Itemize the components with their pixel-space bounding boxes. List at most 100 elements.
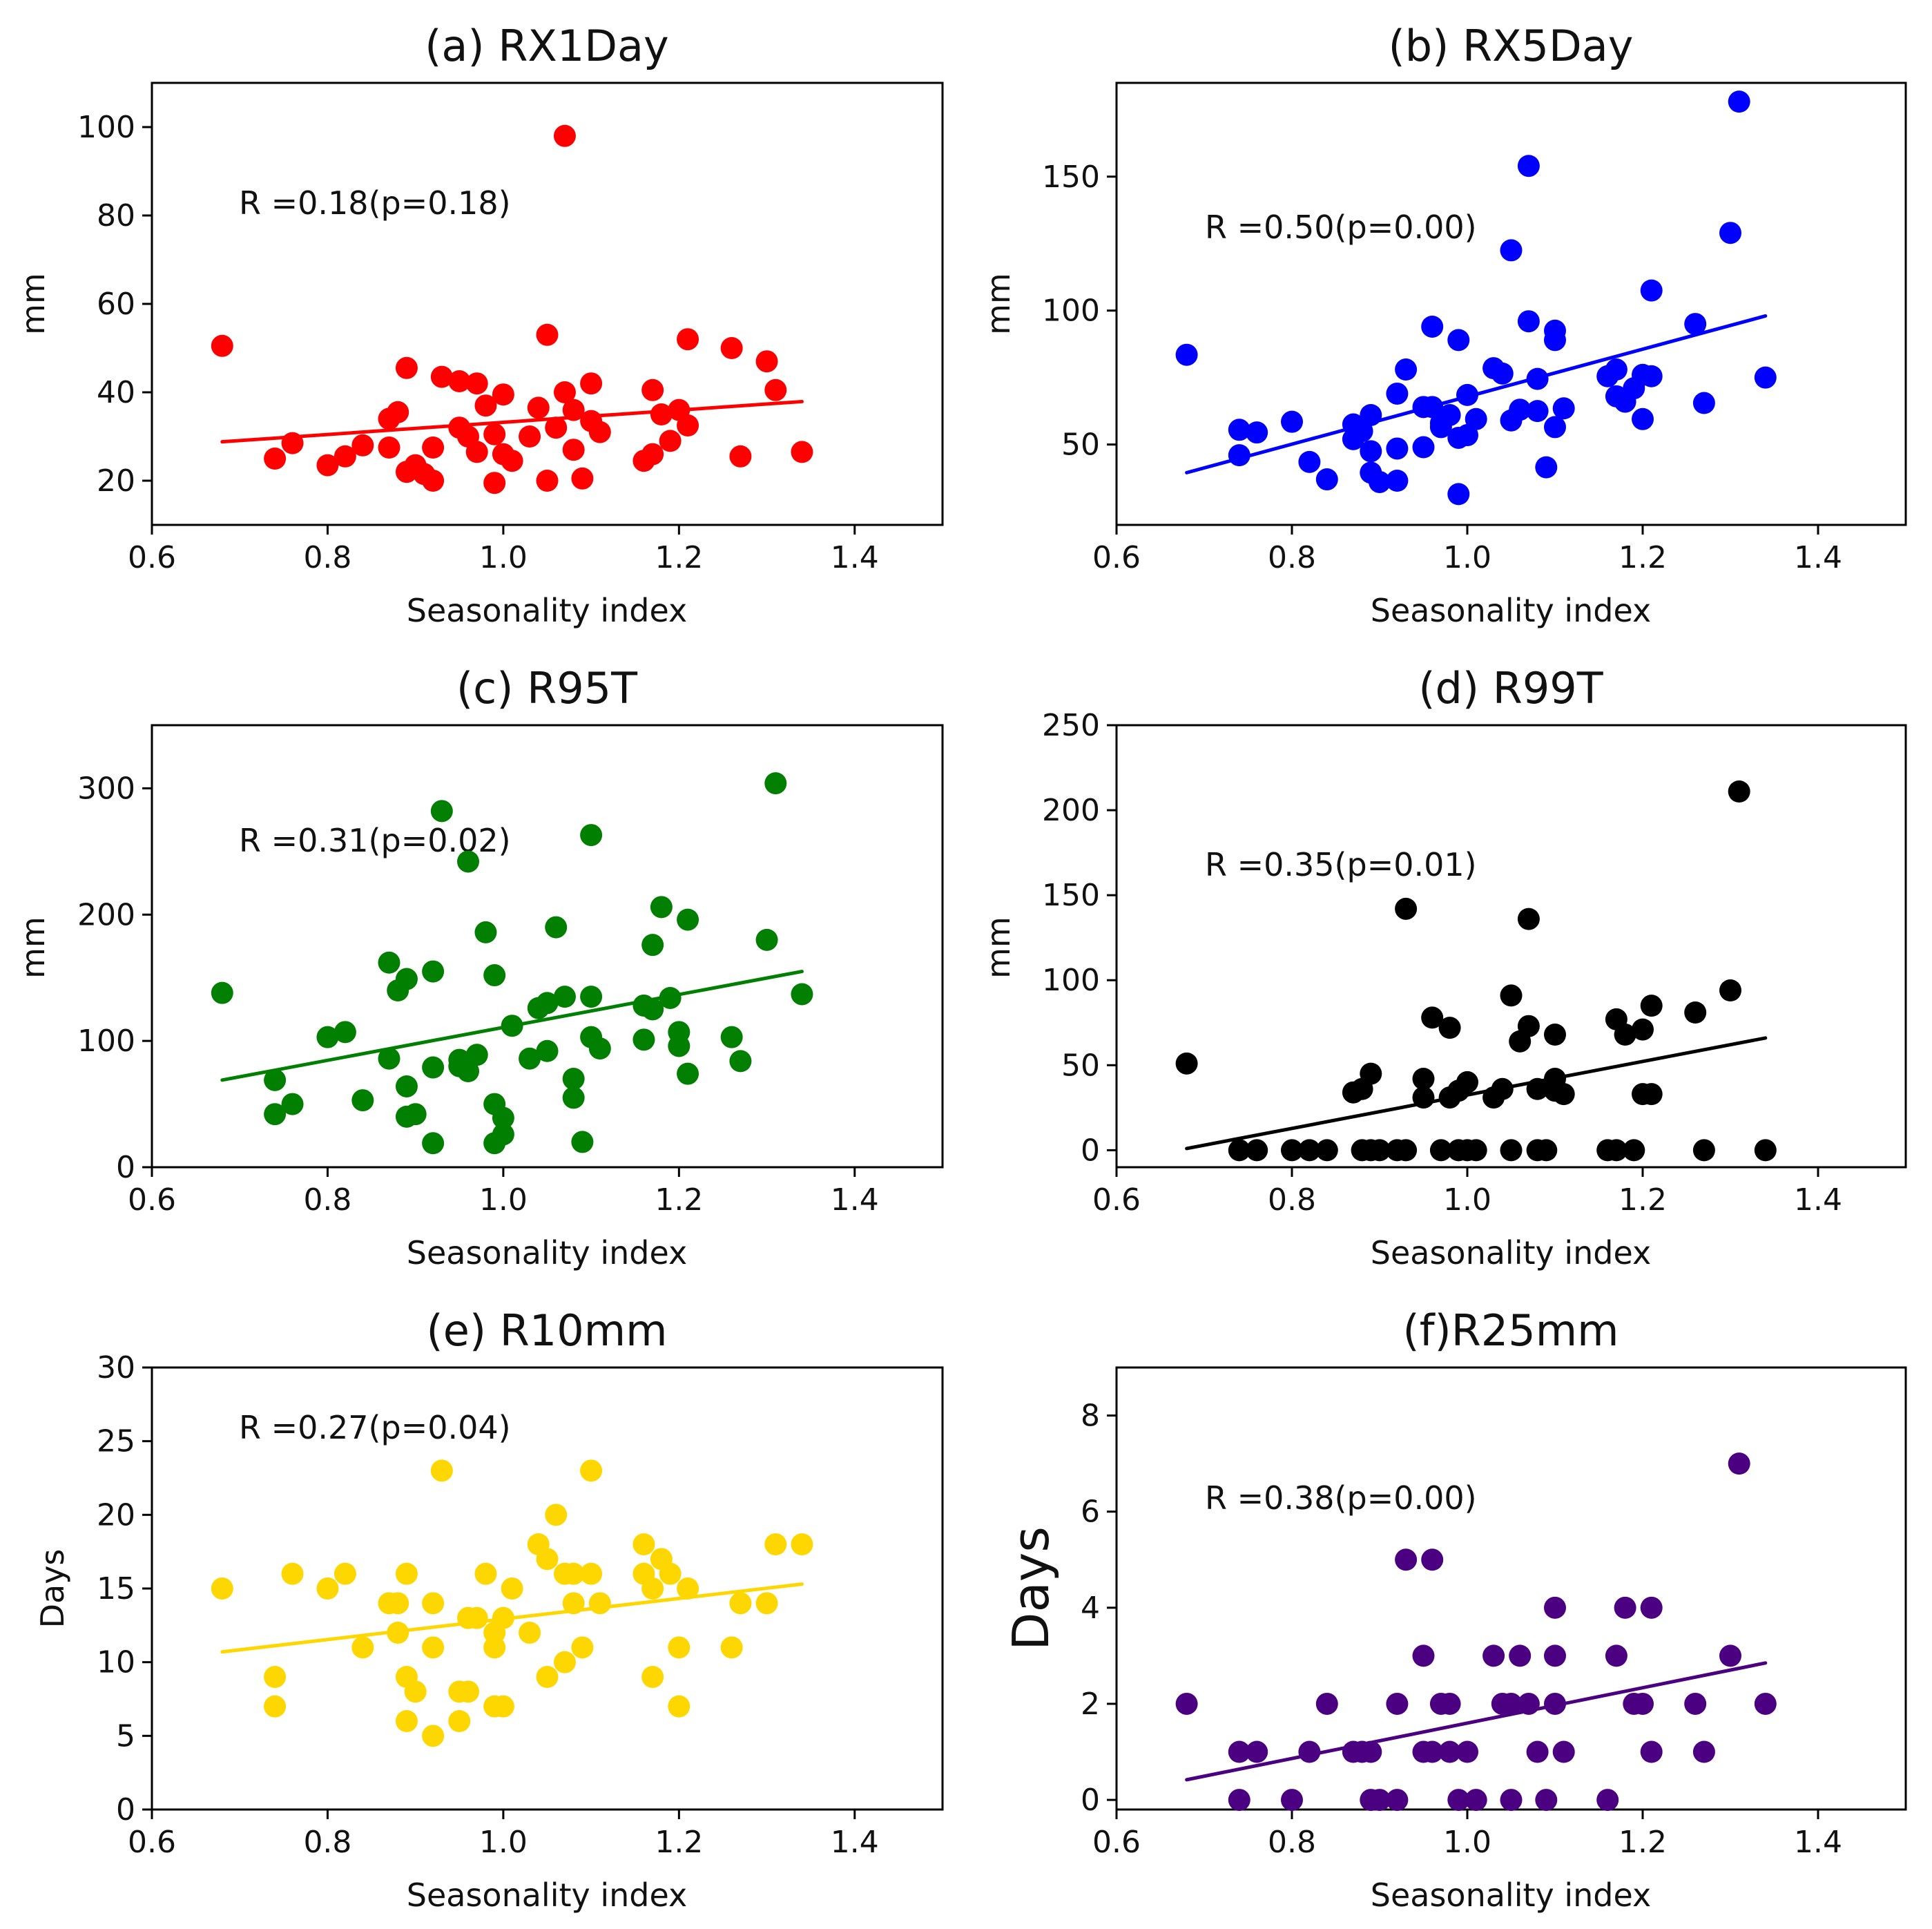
data-point — [791, 441, 813, 463]
data-point — [1517, 908, 1540, 930]
data-point — [334, 1562, 356, 1585]
y-axis-label: mm — [15, 916, 52, 979]
data-point — [1509, 1644, 1532, 1667]
data-point — [1228, 1139, 1250, 1162]
data-point — [764, 1533, 787, 1555]
data-point — [1754, 366, 1777, 389]
data-point — [1754, 1139, 1777, 1162]
data-point — [1719, 222, 1741, 244]
y-tick-label: 4 — [1081, 1591, 1100, 1626]
data-point — [1246, 421, 1268, 444]
data-point — [1281, 1139, 1303, 1162]
data-point — [536, 323, 559, 346]
data-point — [1517, 155, 1540, 177]
data-point — [465, 1606, 488, 1629]
data-point — [1412, 436, 1435, 459]
x-axis-label: Seasonality index — [1371, 1877, 1651, 1914]
data-point — [571, 1636, 594, 1659]
panel-f: (f)R25mm R =0.38(p=0.00) Seasonality ind… — [1002, 1305, 1907, 1914]
data-point — [457, 1680, 479, 1703]
data-point — [264, 1068, 287, 1091]
data-point — [1246, 1139, 1268, 1162]
y-tick-label: 60 — [97, 287, 135, 322]
x-tick-label: 1.0 — [479, 1825, 528, 1860]
data-point — [1421, 1740, 1444, 1763]
data-point — [562, 1086, 585, 1109]
data-point — [1412, 1644, 1435, 1667]
data-point — [1456, 1740, 1478, 1763]
correlation-annotation: R =0.27(p=0.04) — [239, 1409, 511, 1446]
data-point — [1386, 470, 1409, 492]
data-point — [483, 472, 506, 495]
data-point — [545, 416, 568, 439]
panel-a: (a) RX1Day R =0.18(p=0.18) Seasonality i… — [15, 21, 944, 629]
data-point — [395, 1075, 418, 1097]
x-tick-label: 0.8 — [1268, 1182, 1316, 1218]
data-point — [545, 1504, 568, 1526]
data-point — [588, 421, 611, 443]
data-point — [1552, 397, 1575, 420]
correlation-annotation: R =0.38(p=0.00) — [1205, 1479, 1477, 1517]
data-point — [764, 772, 787, 795]
data-point — [422, 436, 445, 459]
y-tick-label: 40 — [97, 375, 135, 410]
panel-title: (b) RX5Day — [1389, 21, 1634, 71]
data-point — [571, 467, 594, 490]
x-tick-label: 1.4 — [1794, 1825, 1842, 1860]
data-point — [211, 334, 233, 357]
data-point — [1640, 1740, 1663, 1763]
data-point — [501, 450, 523, 472]
data-point — [668, 1636, 690, 1659]
data-point — [1692, 1139, 1715, 1162]
data-point — [474, 921, 497, 943]
data-point — [1526, 1740, 1549, 1763]
data-point — [1360, 1740, 1382, 1763]
data-point — [1482, 1644, 1505, 1667]
data-point — [729, 1050, 752, 1073]
data-point — [677, 908, 699, 931]
data-point — [641, 934, 664, 957]
data-point — [588, 1037, 611, 1060]
data-point — [1526, 400, 1549, 423]
data-point — [1535, 1789, 1558, 1812]
data-point — [1552, 1740, 1575, 1763]
data-point — [1456, 1071, 1478, 1093]
data-point — [1395, 1139, 1418, 1162]
data-point — [1623, 1139, 1645, 1162]
data-point — [659, 986, 682, 1009]
x-tick-label: 1.0 — [1443, 1825, 1491, 1860]
x-tick-label: 0.6 — [128, 1182, 176, 1218]
data-point — [264, 1666, 287, 1688]
data-point — [562, 1562, 585, 1585]
y-tick-label: 50 — [1061, 1048, 1100, 1083]
data-point — [483, 423, 506, 445]
data-point — [483, 964, 506, 987]
data-point — [1438, 403, 1461, 426]
data-point — [1719, 1644, 1741, 1667]
data-point — [264, 448, 287, 470]
data-point — [264, 1103, 287, 1126]
data-point — [641, 443, 664, 466]
data-point — [641, 1577, 664, 1600]
x-tick-label: 0.8 — [1268, 1825, 1316, 1860]
data-point — [641, 1666, 664, 1688]
data-point — [465, 372, 488, 395]
y-tick-label: 50 — [1061, 428, 1100, 463]
x-tick-label: 1.2 — [655, 1182, 703, 1218]
y-tick-label: 150 — [1042, 160, 1100, 195]
data-point — [764, 378, 787, 401]
y-tick-label: 0 — [1081, 1133, 1100, 1168]
x-tick-label: 1.2 — [1619, 1825, 1667, 1860]
data-point — [1632, 407, 1654, 430]
data-point — [1298, 1139, 1321, 1162]
data-point — [430, 365, 453, 388]
data-point — [404, 1680, 427, 1703]
data-point — [430, 800, 453, 823]
data-point — [1228, 1740, 1250, 1763]
correlation-annotation: R =0.50(p=0.00) — [1205, 209, 1477, 246]
data-point — [1692, 392, 1715, 414]
data-point — [1386, 437, 1409, 460]
data-point — [553, 124, 576, 147]
x-tick-label: 0.6 — [1092, 1825, 1141, 1860]
